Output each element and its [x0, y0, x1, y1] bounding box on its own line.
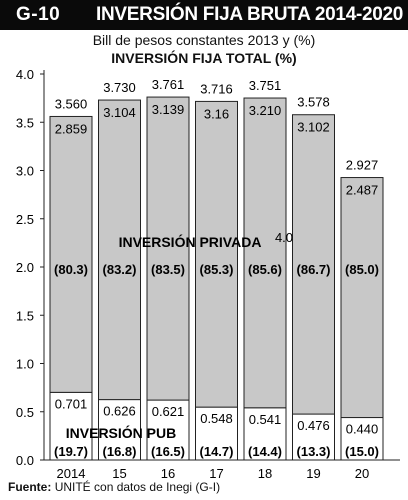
private-value-label: 3.16 — [204, 106, 229, 121]
bar-segment-private — [243, 97, 287, 409]
y-tick-label: 4.0 — [16, 67, 34, 82]
total-series-label: INVERSIÓN FIJA TOTAL (%) — [111, 50, 297, 66]
private-value-label: 3.104 — [103, 105, 136, 120]
public-share-label: (14.7) — [200, 444, 234, 459]
x-tick-label: 15 — [112, 466, 126, 481]
public-value-label: 0.440 — [346, 422, 379, 437]
private-share-label: (80.3) — [54, 262, 88, 277]
private-value-label: 3.139 — [152, 102, 185, 117]
x-tick-label: 20 — [355, 466, 369, 481]
x-tick-label: 19 — [306, 466, 320, 481]
bar-segment-public — [146, 399, 190, 461]
bar-segment-private — [98, 99, 141, 401]
public-share-label: (16.8) — [103, 444, 137, 459]
total-value-label: 3.761 — [152, 77, 185, 92]
public-share-label: (14.4) — [248, 444, 282, 459]
public-share-label: (16.5) — [151, 444, 185, 459]
y-tick-label: 3.0 — [16, 164, 34, 179]
public-value-label: 0.626 — [103, 404, 136, 419]
x-tick-label: 16 — [161, 466, 175, 481]
y-tick-label: 2.0 — [16, 260, 34, 275]
source-note: Fuente: UNITÉ con datos de Inegi (G-I) — [8, 480, 220, 494]
y-tick-label: 0.0 — [16, 453, 34, 468]
public-share-label: (19.7) — [54, 444, 88, 459]
figure-title: INVERSIÓN FIJA BRUTA 2014-2020 — [96, 4, 404, 25]
y-tick-label: 1.5 — [16, 308, 34, 323]
x-tick-label: 18 — [258, 466, 272, 481]
public-value-label: 0.476 — [297, 418, 330, 433]
private-share-label: (85.3) — [200, 262, 234, 277]
private-value-label: 3.102 — [297, 120, 330, 135]
bar-segment-private — [195, 100, 238, 408]
public-value-label: 0.621 — [152, 404, 185, 419]
bar-segment-private — [292, 114, 335, 415]
private-share-label: (85.0) — [345, 262, 379, 277]
total-value-label: 3.751 — [249, 78, 282, 93]
bar-segment-public — [292, 413, 335, 461]
private-share-label: (86.7) — [297, 262, 331, 277]
public-share-label: (13.3) — [297, 444, 331, 459]
bar-segment-private — [49, 115, 93, 393]
chart-subtitle: Bill de pesos constantes 2013 y (%) — [92, 32, 316, 48]
total-value-label: 3.716 — [200, 81, 233, 96]
bar-segment-private — [146, 96, 190, 401]
y-tick-label: 3.5 — [16, 115, 34, 130]
bar-segment-public — [340, 417, 384, 461]
public-value-label: 0.541 — [249, 412, 282, 427]
series-label-public: INVERSIÓN PUB — [66, 424, 176, 441]
figure-code: G-10 — [16, 4, 61, 25]
private-share-label: (83.5) — [151, 262, 185, 277]
total-value-label: 3.560 — [55, 96, 88, 111]
public-share-label: (15.0) — [345, 444, 379, 459]
private-value-label: 2.487 — [346, 183, 379, 198]
public-value-label: 0.701 — [55, 396, 88, 411]
bar-segment-private — [340, 177, 384, 419]
total-value-label: 3.578 — [297, 95, 330, 110]
total-value-label: 2.927 — [346, 158, 379, 173]
private-share-label: (83.2) — [103, 262, 137, 277]
private-value-label: 2.859 — [55, 121, 88, 136]
y-tick-label: 0.5 — [16, 405, 34, 420]
bar-segment-public — [195, 406, 238, 461]
total-value-label: 3.730 — [103, 80, 136, 95]
public-value-label: 0.548 — [200, 411, 233, 426]
x-tick-label: 2014 — [57, 466, 86, 481]
stray-annotation: 4.0 — [275, 230, 293, 245]
y-tick-label: 1.0 — [16, 357, 34, 372]
source-text: UNITÉ con datos de Inegi (G-I) — [54, 480, 221, 494]
header-bar: G-10 INVERSIÓN FIJA BRUTA 2014-2020 — [0, 0, 408, 30]
private-share-label: (85.6) — [248, 262, 282, 277]
source-label: Fuente: — [8, 480, 52, 494]
x-tick-label: 17 — [209, 466, 223, 481]
private-value-label: 3.210 — [249, 103, 282, 118]
series-label-private: INVERSIÓN PRIVADA — [119, 233, 262, 250]
y-tick-label: 2.5 — [16, 212, 34, 227]
